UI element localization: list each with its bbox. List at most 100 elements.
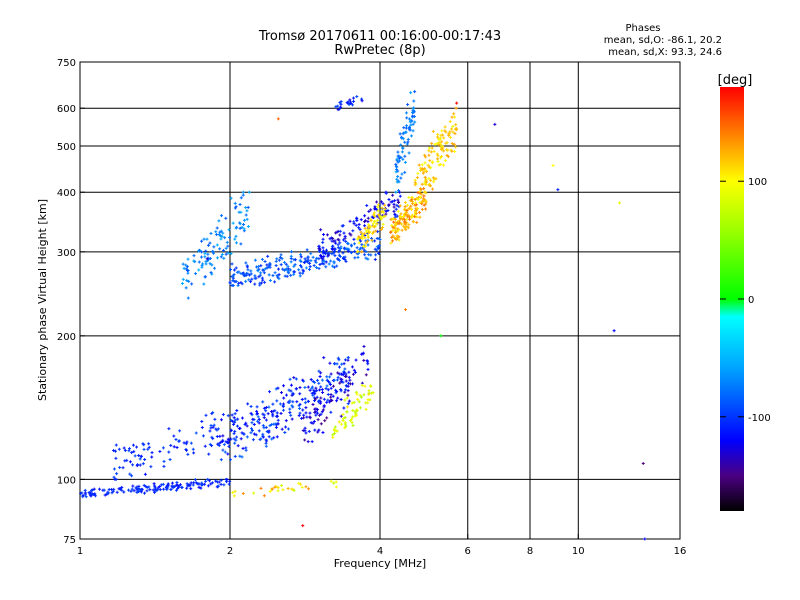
data-point — [197, 268, 201, 272]
data-point — [331, 247, 335, 251]
data-point — [143, 472, 147, 476]
data-point — [341, 418, 345, 422]
data-point — [419, 187, 423, 191]
data-point — [137, 490, 141, 494]
data-point — [389, 241, 393, 245]
data-point — [192, 481, 196, 485]
data-point — [200, 426, 204, 430]
data-point — [249, 404, 253, 408]
data-point — [416, 207, 420, 211]
data-point — [343, 234, 347, 238]
data-point — [310, 386, 314, 390]
data-point — [300, 416, 304, 420]
data-point — [451, 130, 455, 134]
data-point — [270, 437, 274, 441]
data-point — [208, 262, 212, 266]
data-point — [396, 169, 400, 173]
data-point — [257, 421, 261, 425]
data-point — [409, 204, 413, 208]
data-point — [407, 195, 411, 199]
data-point — [262, 406, 266, 410]
data-point — [253, 258, 257, 262]
data-point — [454, 145, 458, 149]
data-point — [318, 375, 322, 379]
data-point — [351, 409, 355, 413]
data-point — [349, 233, 353, 237]
data-point — [231, 419, 235, 423]
data-point — [249, 269, 253, 273]
data-point — [199, 255, 203, 259]
data-point — [273, 280, 277, 284]
data-point — [262, 494, 266, 498]
data-point — [233, 418, 237, 422]
data-point — [270, 410, 274, 414]
data-point — [334, 241, 338, 245]
data-point — [355, 246, 359, 250]
data-point — [423, 175, 427, 179]
data-point — [130, 487, 134, 491]
data-point — [420, 182, 424, 186]
data-point — [403, 170, 407, 174]
data-point — [260, 281, 264, 285]
data-point — [252, 491, 256, 495]
data-point — [189, 487, 193, 491]
data-point — [387, 198, 391, 202]
data-point — [293, 258, 297, 262]
data-point — [355, 413, 359, 417]
data-point — [381, 225, 385, 229]
data-point — [343, 367, 347, 371]
x-axis-ticks: 1 2 4 6 8 10 16 — [77, 534, 686, 557]
data-point — [352, 99, 356, 103]
data-point — [309, 378, 313, 382]
data-point — [207, 479, 211, 483]
data-point — [316, 378, 320, 382]
data-point — [319, 412, 323, 416]
data-point — [283, 274, 287, 278]
data-point — [424, 207, 428, 211]
data-point — [152, 490, 156, 494]
data-point — [264, 444, 268, 448]
data-point — [259, 264, 263, 268]
data-point — [403, 212, 407, 216]
data-point — [112, 475, 116, 479]
data-point — [97, 487, 101, 491]
data-point — [424, 191, 428, 195]
data-point — [308, 265, 312, 269]
data-point — [343, 421, 347, 425]
data-point — [410, 215, 414, 219]
data-point — [367, 253, 371, 257]
data-point — [332, 481, 336, 485]
data-point — [227, 228, 231, 232]
data-point — [122, 490, 126, 494]
data-point — [419, 169, 423, 173]
data-point — [439, 148, 443, 152]
data-point — [309, 252, 313, 256]
data-point — [339, 414, 343, 418]
data-point — [303, 385, 307, 389]
data-point — [306, 399, 310, 403]
data-point — [397, 156, 401, 160]
data-point — [186, 265, 190, 269]
data-point — [299, 253, 303, 257]
data-point — [233, 420, 237, 424]
data-point — [181, 277, 185, 281]
data-point — [399, 222, 403, 226]
data-point — [363, 236, 367, 240]
data-point — [162, 464, 166, 468]
data-point — [203, 275, 207, 279]
data-point — [451, 124, 455, 128]
data-point — [174, 437, 178, 441]
data-point — [304, 266, 308, 270]
data-point — [405, 116, 409, 120]
data-point — [332, 432, 336, 436]
data-point — [431, 129, 435, 133]
data-point — [162, 459, 166, 463]
data-point — [340, 362, 344, 366]
data-point — [324, 387, 328, 391]
data-point — [321, 246, 325, 250]
data-point — [454, 126, 458, 130]
data-point — [345, 247, 349, 251]
data-point — [228, 458, 232, 462]
data-point — [293, 263, 297, 267]
data-point — [445, 148, 449, 152]
